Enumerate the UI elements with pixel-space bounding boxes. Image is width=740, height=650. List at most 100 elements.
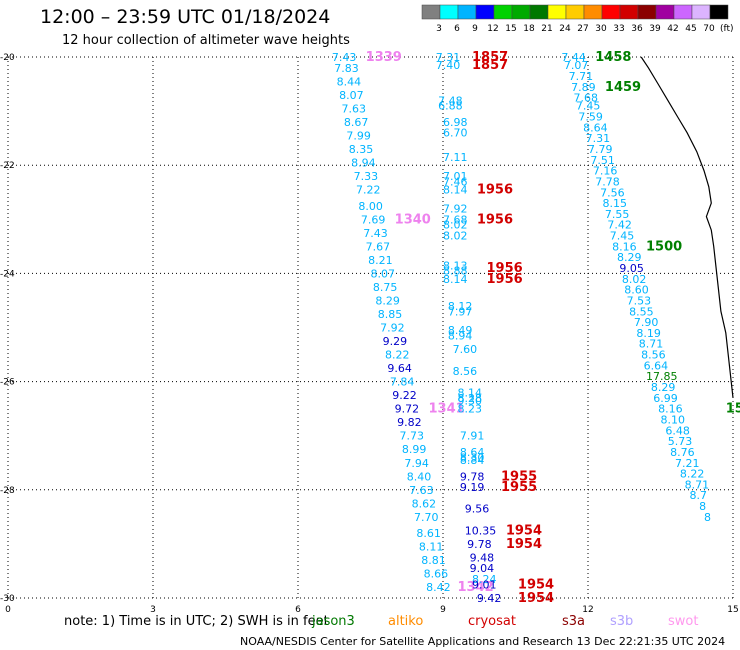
- satellite-name: cryosat: [468, 614, 516, 629]
- wave-height-label: 8.85: [378, 308, 403, 321]
- x-tick-label: 15: [727, 605, 738, 615]
- wave-height-label: 9.22: [392, 389, 417, 402]
- y-tick-label: -26: [0, 378, 15, 388]
- wave-height-label: 8.66: [424, 568, 449, 581]
- pass-time-label: 1956: [487, 272, 523, 287]
- pass-time-label: 1459: [605, 80, 641, 95]
- wave-height-label: 7.68: [443, 213, 468, 226]
- wave-height-label: 8.94: [448, 330, 473, 343]
- wave-height-label: 7.31: [436, 51, 461, 64]
- wave-height-label: 7.70: [414, 511, 439, 524]
- legend-label: 36: [631, 24, 643, 34]
- wave-height-label: 8.10: [661, 413, 686, 426]
- pass-time-label: 1954: [518, 577, 554, 592]
- legend-label: 24: [559, 24, 571, 34]
- pass-time-label: 1857: [472, 58, 508, 73]
- map-subtitle: 12 hour collection of altimeter wave hei…: [62, 33, 350, 48]
- wave-height-label: 7.40: [436, 59, 461, 72]
- wave-height-label: 7.44: [561, 51, 586, 64]
- wave-height-label: 9.72: [395, 403, 420, 416]
- wave-height-label: 7.11: [443, 151, 468, 164]
- wave-height-label: 8.64: [460, 446, 485, 459]
- wave-height-label: 9.78: [460, 470, 485, 483]
- wave-height-label: 7.73: [400, 430, 425, 443]
- wave-height-label: 7.67: [366, 240, 391, 253]
- wave-height-label: 7.60: [453, 343, 478, 356]
- wave-height-label: 8.23: [458, 403, 483, 416]
- wave-height-label: 8.28: [458, 392, 483, 405]
- wave-height-label: 7.53: [627, 294, 652, 307]
- wave-height-label: 8.22: [680, 468, 705, 481]
- wave-height-label: 8.19: [636, 327, 661, 340]
- footnote: note: 1) Time is in UTC; 2) SWH is in fe…: [64, 614, 329, 629]
- pass-time-label: 1956: [477, 212, 513, 227]
- wave-height-label: 8.88: [443, 265, 468, 278]
- wave-height-label: 8.12: [448, 300, 473, 313]
- wave-height-label: 7.94: [404, 457, 429, 470]
- pass-time-label: 1956: [477, 183, 513, 198]
- wave-height-label: 7.51: [590, 154, 615, 167]
- wave-height-label: 7.78: [595, 175, 620, 188]
- pass-time-label: 1956: [487, 261, 523, 276]
- legend-label: 12: [487, 24, 498, 34]
- wave-height-label: 9.01: [472, 578, 497, 591]
- legend-label: 3: [436, 24, 442, 34]
- wave-height-label: 8.44: [337, 75, 362, 88]
- color-legend: 3 6 9 12 15 18 21 24 27 30 33 36 39 42 45 70 (ft): [421, 4, 734, 34]
- wave-height-label: 9.64: [387, 362, 412, 375]
- wave-height-label: 8.02: [443, 219, 468, 232]
- wave-height-label: 7.31: [586, 132, 611, 145]
- wave-height-label: 8.16: [612, 240, 637, 253]
- wave-height-label: 7.63: [409, 484, 434, 497]
- wave-height-label: 7.79: [588, 143, 613, 156]
- satellite-name: altiko: [388, 614, 424, 629]
- y-tick-label: -20: [0, 53, 15, 63]
- legend-label: 9: [472, 24, 478, 34]
- wave-height-label: 9.19: [460, 481, 485, 494]
- wave-height-label: 8.02: [443, 230, 468, 243]
- wave-height-label: 7.42: [607, 219, 632, 232]
- y-tick-label: -30: [0, 594, 15, 604]
- y-tick-label: -22: [0, 161, 15, 171]
- wave-height-label: 8.14: [458, 386, 483, 399]
- wave-height-label: 7.01: [443, 170, 468, 183]
- wave-height-label: 7.33: [354, 170, 379, 183]
- wave-height-label: 8.07: [339, 89, 364, 102]
- legend-label: 70: [703, 24, 715, 34]
- wave-height-label: 6.70: [443, 127, 468, 140]
- wave-height-label: 7.69: [361, 213, 386, 226]
- wave-height-label: 8.76: [670, 446, 695, 459]
- wave-height-label: 5.73: [668, 435, 693, 448]
- wave-height-label: 9.78: [467, 538, 492, 551]
- satellite-name: swot: [668, 614, 699, 629]
- wave-height-label: 8: [704, 511, 711, 524]
- wave-height-label: 7.43: [363, 227, 388, 240]
- wave-height-label: 9.04: [470, 562, 495, 575]
- wave-height-map[interactable]: 0 3 6 9 12 15-20-22-24-26-28-307.43 13397.838.…: [0, 0, 740, 615]
- wave-height-label: 8.11: [419, 541, 444, 554]
- pass-time-label: 1954: [518, 591, 554, 606]
- wave-height-label: 8.62: [412, 497, 437, 510]
- wave-height-label: 8.60: [624, 284, 649, 297]
- pass-time-label: 1342: [458, 580, 494, 595]
- pass-time-label: 1340: [395, 212, 431, 227]
- x-tick-label: 6: [295, 605, 301, 615]
- wave-height-label: 8.55: [629, 305, 654, 318]
- legend-label: 33: [613, 24, 624, 34]
- legend-label: 18: [523, 24, 535, 34]
- legend-label: 21: [541, 24, 552, 34]
- wave-height-label: 7.59: [578, 111, 603, 124]
- wave-height-label: 7.83: [334, 62, 359, 75]
- wave-height-label: 8.30: [460, 451, 485, 464]
- wave-height-label: 8.29: [617, 251, 642, 264]
- wave-height-label: 8.64: [583, 121, 608, 134]
- wave-height-label: 10.35: [465, 524, 497, 537]
- wave-height-label: 8.61: [416, 527, 441, 540]
- wave-height-label: 8.21: [368, 254, 393, 267]
- wave-height-label: 8.40: [407, 470, 432, 483]
- wave-height-label: 7.89: [571, 81, 596, 94]
- wave-height-label: 7.92: [380, 322, 405, 335]
- wave-height-label: 9.56: [465, 503, 490, 516]
- wave-height-label: 9.48: [470, 551, 495, 564]
- wave-height-label: 7.55: [605, 208, 630, 221]
